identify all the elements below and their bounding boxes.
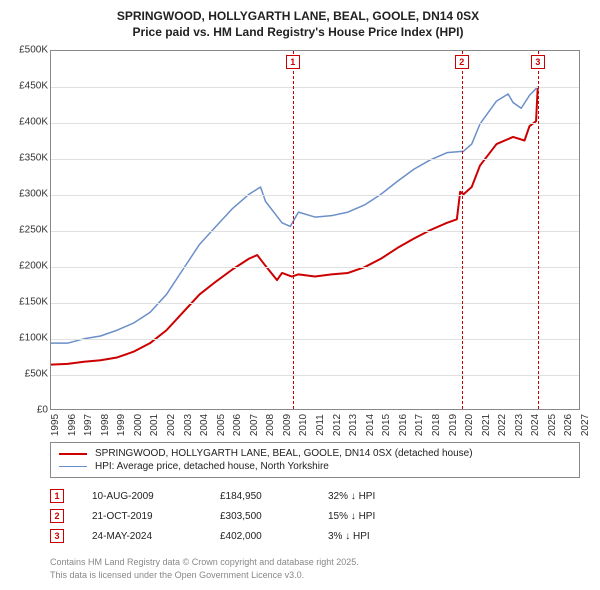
series-line-price_paid: [51, 87, 538, 365]
footer-attribution: Contains HM Land Registry data © Crown c…: [50, 556, 580, 580]
x-axis-label: 2012: [332, 414, 343, 436]
event-marker-box: 2: [455, 55, 469, 69]
chart-title: SPRINGWOOD, HOLLYGARTH LANE, BEAL, GOOLE…: [8, 8, 588, 40]
event-delta: 3% ↓ HPI: [328, 531, 428, 542]
event-price: £402,000: [220, 531, 300, 542]
x-axis-label: 2021: [481, 414, 492, 436]
event-marker: 2: [50, 509, 64, 523]
event-price: £303,500: [220, 511, 300, 522]
x-axis-label: 2003: [183, 414, 194, 436]
chart-area: 1 2 3 £0 £50K £100K £150K £200K £250K £300K £350K…: [8, 46, 588, 436]
x-axis-label: 2023: [514, 414, 525, 436]
legend: SPRINGWOOD, HOLLYGARTH LANE, BEAL, GOOLE…: [50, 442, 580, 478]
event-delta: 32% ↓ HPI: [328, 491, 428, 502]
x-axis-label: 2022: [497, 414, 508, 436]
legend-item-price: SPRINGWOOD, HOLLYGARTH LANE, BEAL, GOOLE…: [59, 447, 571, 460]
event-date: 21-OCT-2019: [92, 511, 192, 522]
events-table: 1 10-AUG-2009 £184,950 32% ↓ HPI 2 21-OC…: [50, 486, 580, 546]
series-line-hpi: [51, 87, 538, 343]
x-axis-label: 2020: [464, 414, 475, 436]
y-axis-label: £250K: [8, 225, 48, 236]
x-axis-label: 2005: [216, 414, 227, 436]
x-axis-label: 1996: [67, 414, 78, 436]
legend-item-hpi: HPI: Average price, detached house, Nort…: [59, 460, 571, 473]
event-row: 2 21-OCT-2019 £303,500 15% ↓ HPI: [50, 506, 580, 526]
y-axis-label: £300K: [8, 189, 48, 200]
y-axis-label: £0: [8, 405, 48, 416]
y-axis-label: £500K: [8, 45, 48, 56]
y-axis-label: £200K: [8, 261, 48, 272]
y-axis-label: £50K: [8, 369, 48, 380]
y-axis-label: £400K: [8, 117, 48, 128]
event-marker-box: 1: [286, 55, 300, 69]
x-axis-label: 2016: [398, 414, 409, 436]
chart-svg: [51, 51, 579, 409]
y-axis-label: £350K: [8, 153, 48, 164]
x-axis-label: 2008: [265, 414, 276, 436]
x-axis-label: 2010: [298, 414, 309, 436]
y-axis-label: £450K: [8, 81, 48, 92]
page-root: SPRINGWOOD, HOLLYGARTH LANE, BEAL, GOOLE…: [0, 0, 600, 590]
event-marker-line: [293, 51, 294, 409]
event-row: 3 24-MAY-2024 £402,000 3% ↓ HPI: [50, 526, 580, 546]
x-axis-label: 2007: [249, 414, 260, 436]
x-axis-label: 2019: [448, 414, 459, 436]
x-axis-label: 2009: [282, 414, 293, 436]
x-axis-label: 1999: [116, 414, 127, 436]
x-axis-label: 2025: [547, 414, 558, 436]
x-axis-label: 1995: [50, 414, 61, 436]
x-axis-label: 2011: [315, 415, 326, 437]
y-axis-label: £150K: [8, 297, 48, 308]
x-axis-label: 2014: [365, 414, 376, 436]
x-axis-label: 2000: [133, 414, 144, 436]
event-marker: 1: [50, 489, 64, 503]
footer-line1: Contains HM Land Registry data © Crown c…: [50, 556, 580, 568]
x-axis-label: 2024: [530, 414, 541, 436]
title-line2: Price paid vs. HM Land Registry's House …: [8, 24, 588, 40]
x-axis-label: 2026: [563, 414, 574, 436]
event-delta: 15% ↓ HPI: [328, 511, 428, 522]
plot-area: 1 2 3: [50, 50, 580, 410]
x-axis-label: 2004: [199, 414, 210, 436]
y-axis-label: £100K: [8, 333, 48, 344]
event-marker: 3: [50, 529, 64, 543]
footer-line2: This data is licensed under the Open Gov…: [50, 569, 580, 581]
x-axis-label: 2006: [232, 414, 243, 436]
event-date: 10-AUG-2009: [92, 491, 192, 502]
legend-label: SPRINGWOOD, HOLLYGARTH LANE, BEAL, GOOLE…: [95, 448, 473, 459]
legend-swatch-hpi: [59, 466, 87, 467]
x-axis-label: 2015: [381, 414, 392, 436]
event-marker-line: [462, 51, 463, 409]
x-axis-label: 2013: [348, 414, 359, 436]
x-axis-label: 2002: [166, 414, 177, 436]
x-axis-label: 1998: [100, 414, 111, 436]
event-marker-line: [538, 51, 539, 409]
legend-label: HPI: Average price, detached house, Nort…: [95, 461, 329, 472]
x-axis-label: 2017: [414, 414, 425, 436]
event-date: 24-MAY-2024: [92, 531, 192, 542]
x-axis-label: 2001: [149, 414, 160, 436]
x-axis-label: 2027: [580, 414, 591, 436]
x-axis-label: 1997: [83, 414, 94, 436]
event-marker-box: 3: [531, 55, 545, 69]
event-row: 1 10-AUG-2009 £184,950 32% ↓ HPI: [50, 486, 580, 506]
title-line1: SPRINGWOOD, HOLLYGARTH LANE, BEAL, GOOLE…: [8, 8, 588, 24]
x-axis-label: 2018: [431, 414, 442, 436]
event-price: £184,950: [220, 491, 300, 502]
legend-swatch-price: [59, 453, 87, 455]
